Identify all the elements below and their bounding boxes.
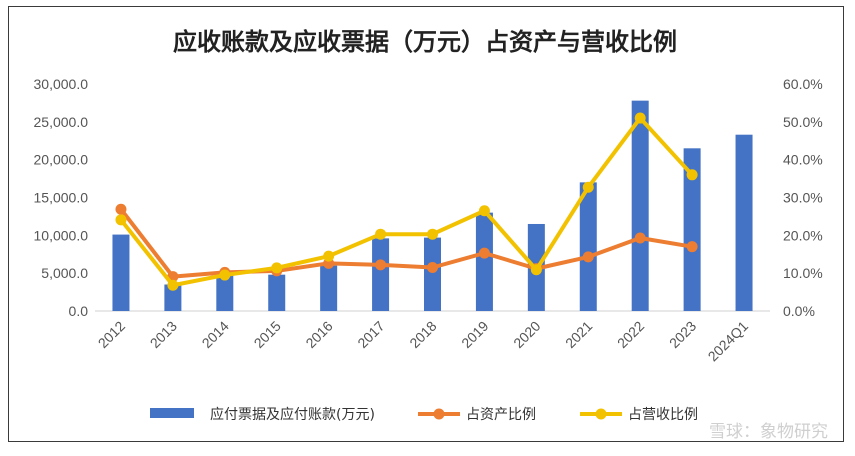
x-tick-label: 2012 [95, 318, 128, 351]
data-point [323, 250, 335, 262]
data-point [427, 261, 438, 273]
x-tick-label: 2014 [199, 318, 232, 351]
bar [579, 182, 597, 311]
legend-label: 占营收比例 [628, 407, 698, 423]
right-tick-label: 40.0% [783, 152, 823, 168]
x-tick-label: 2016 [302, 318, 335, 351]
left-axis: 0.0 5,000.0 10,000.0 15,000.0 20,000.0 25,000… [34, 76, 89, 319]
x-tick-label: 2024Q1 [705, 318, 752, 365]
bar [424, 237, 441, 311]
data-point [634, 232, 646, 244]
chart-title: 应收账款及应收票据（万元）占资产与营收比例 [173, 27, 677, 56]
legend-swatch [150, 408, 194, 418]
right-tick-label: 0.0% [783, 303, 815, 319]
x-tick-label: 2017 [354, 318, 387, 351]
x-tick-label: 2015 [251, 318, 284, 351]
right-tick-label: 60.0% [783, 76, 823, 92]
data-point [427, 228, 438, 240]
x-tick-label: 2023 [666, 318, 699, 351]
data-point [478, 247, 490, 259]
data-point [582, 181, 594, 193]
legend-marker [595, 408, 607, 420]
data-point [219, 269, 231, 281]
right-tick-label: 10.0% [783, 265, 823, 281]
data-point [115, 214, 127, 226]
bar [112, 234, 130, 311]
left-tick-label: 10,000.0 [34, 227, 89, 243]
bar [372, 238, 390, 311]
x-tick-label: 2018 [406, 318, 439, 351]
bar [475, 212, 493, 311]
right-tick-label: 50.0% [783, 114, 823, 130]
right-tick-label: 30.0% [783, 190, 823, 206]
bar-series [112, 100, 753, 311]
right-tick-label: 20.0% [783, 227, 823, 243]
left-tick-label: 30,000.0 [34, 76, 89, 92]
chart-frame [8, 6, 844, 442]
legend-label: 应付票据及应付账款(万元) [210, 406, 375, 423]
watermark-text: 雪球：象物研究 [709, 422, 828, 442]
left-tick-label: 15,000.0 [34, 190, 89, 206]
legend-marker [433, 408, 445, 420]
series-line [119, 208, 693, 279]
left-tick-label: 0.0 [69, 303, 89, 319]
line-series [115, 112, 698, 291]
left-tick-label: 5,000.0 [41, 265, 88, 281]
x-tick-label: 2021 [562, 318, 595, 351]
bar [631, 100, 649, 311]
data-point [530, 264, 542, 276]
bar [683, 148, 701, 311]
bar [164, 284, 182, 311]
x-tick-label: 2022 [614, 318, 647, 351]
data-point [375, 259, 387, 271]
data-point [271, 262, 283, 274]
bar [268, 274, 286, 311]
data-point [634, 112, 646, 124]
data-point [115, 203, 127, 215]
x-tick-label: 2013 [147, 318, 180, 351]
right-axis: 0.0% 10.0% 20.0% 30.0% 40.0% 50.0% 60.0% [783, 76, 823, 319]
data-point [686, 169, 698, 181]
data-point [167, 279, 179, 291]
x-tick-label: 2020 [510, 318, 543, 351]
bar [216, 273, 234, 311]
data-point [478, 205, 490, 217]
series-line [119, 116, 694, 288]
bar [735, 134, 753, 311]
data-point [375, 228, 387, 240]
left-tick-label: 25,000.0 [34, 114, 89, 130]
x-axis: 2012 2013 2014 2015 2016 2017 2018 2019 2020 2021… [95, 318, 752, 365]
left-tick-label: 20,000.0 [34, 152, 89, 168]
x-tick-label: 2019 [458, 318, 491, 351]
data-point [686, 241, 698, 253]
data-point [582, 251, 594, 263]
legend: 应付票据及应付账款(万元) 占资产比例 占营收比例 [150, 406, 698, 423]
legend-label: 占资产比例 [466, 407, 536, 423]
bar [320, 265, 338, 311]
